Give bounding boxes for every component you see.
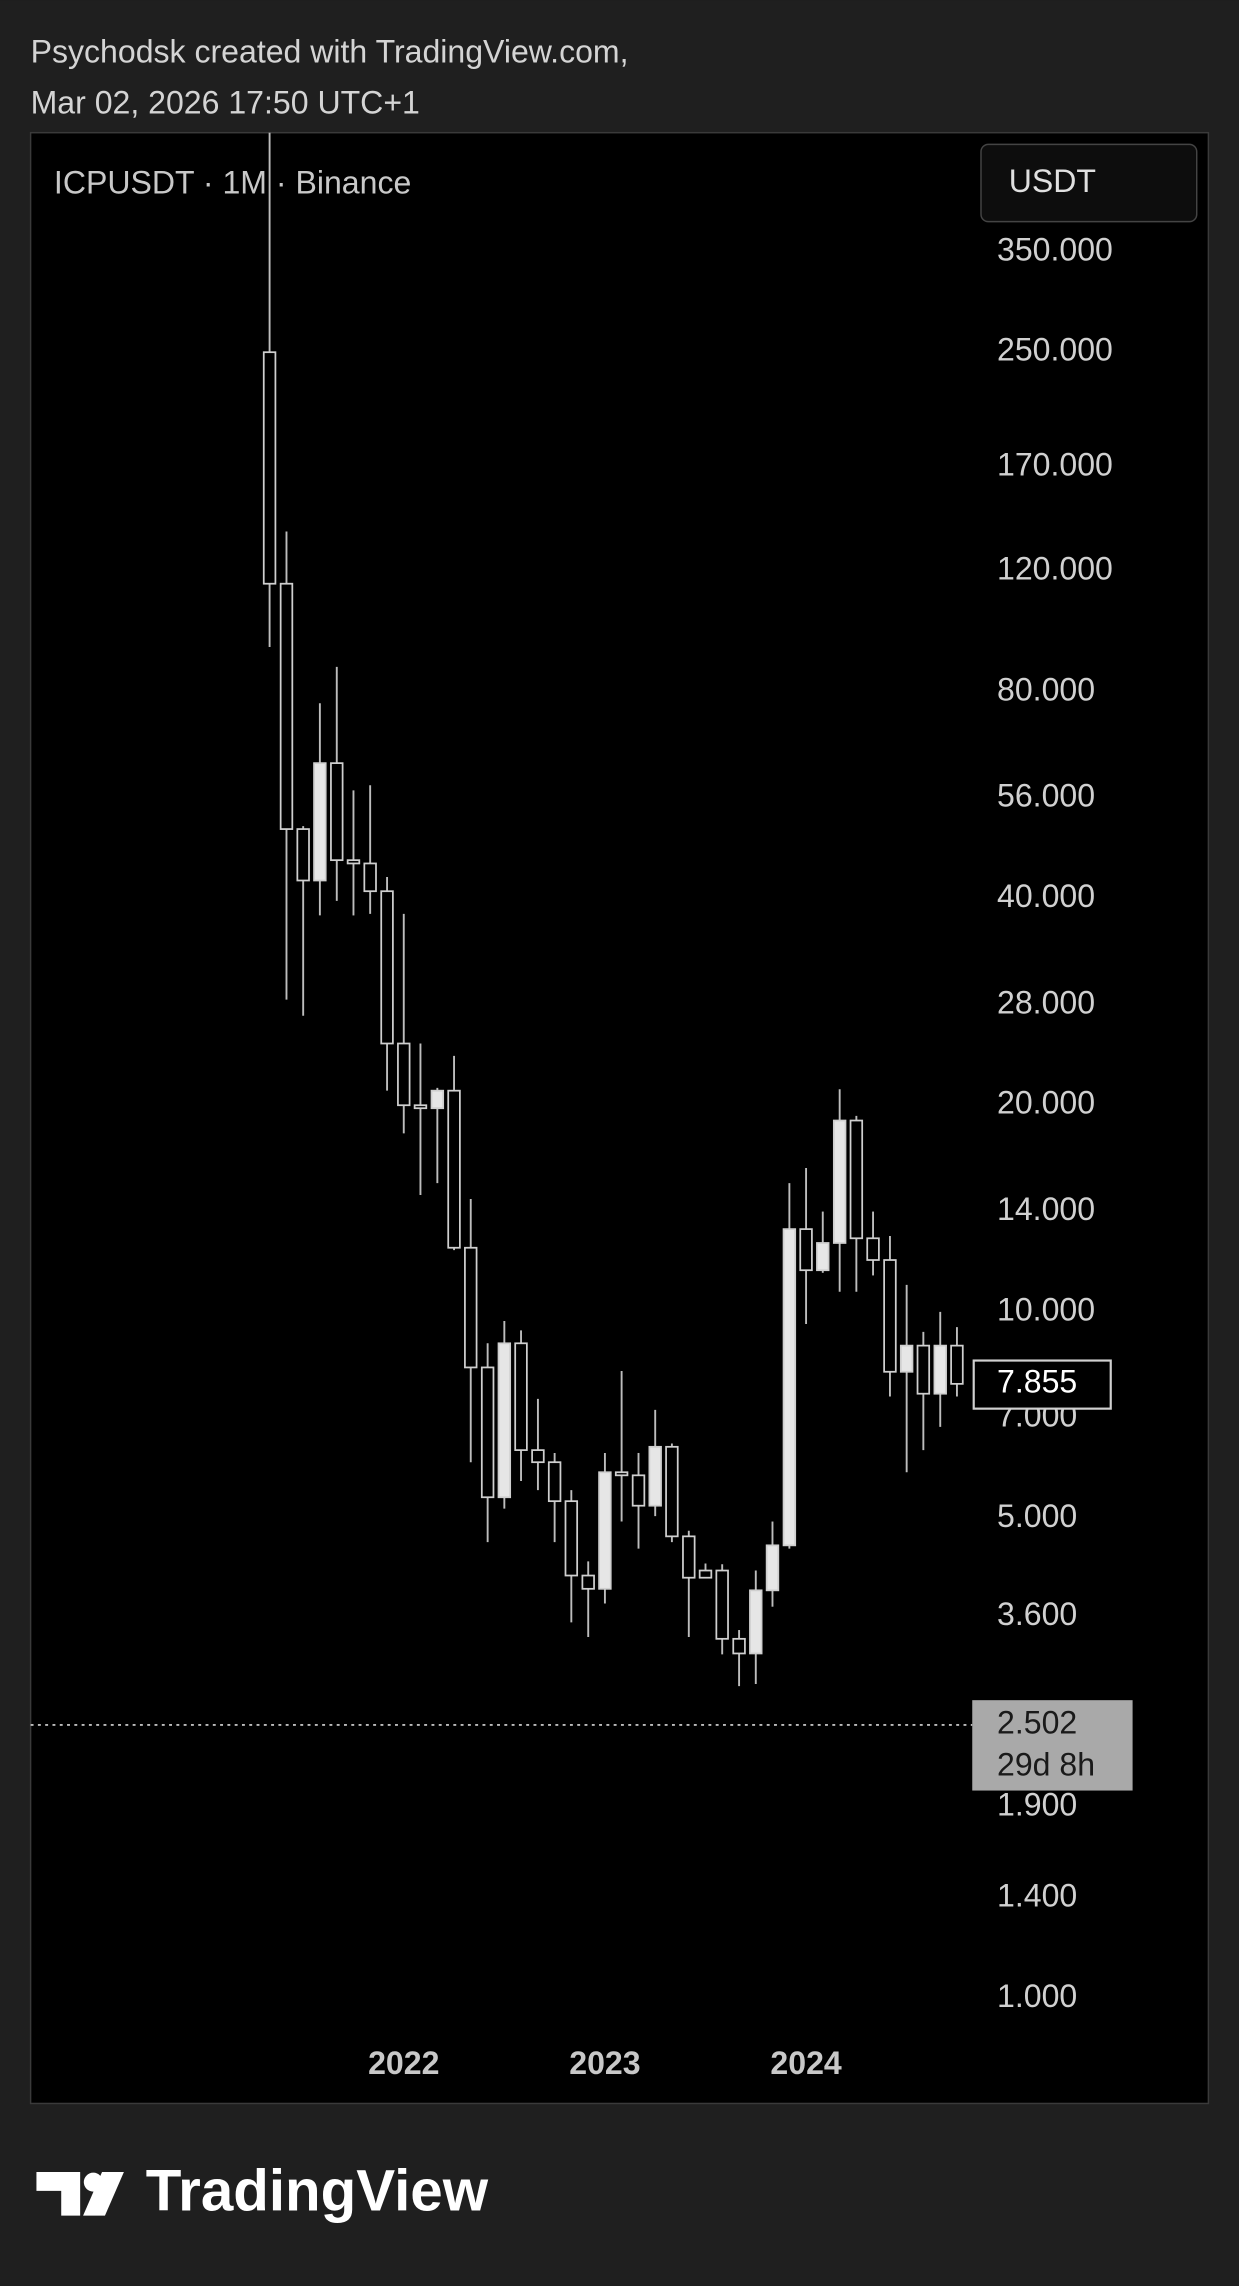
- brand-logo: [36, 2171, 124, 2216]
- y-tick-label: 3.600: [997, 1596, 1077, 1632]
- countdown-label: 29d 8h: [997, 1747, 1095, 1783]
- y-tick-label: 250.000: [997, 332, 1113, 368]
- y-tick-label: 350.000: [997, 231, 1113, 267]
- candle-body: [598, 1471, 612, 1590]
- candle-body: [480, 1366, 495, 1499]
- y-tick-label: 10.000: [997, 1291, 1095, 1327]
- last-price-box: [972, 1359, 1112, 1410]
- candle-body: [749, 1589, 763, 1655]
- candle-body: [380, 890, 394, 1045]
- candles: [262, 132, 964, 1687]
- candle-body: [531, 1449, 545, 1464]
- y-tick-label: 170.000: [997, 447, 1113, 483]
- candle-body: [547, 1461, 562, 1503]
- y-tick-label: 1.900: [997, 1786, 1077, 1822]
- candle-body: [933, 1344, 947, 1395]
- candle-body: [715, 1569, 729, 1640]
- candle-body: [330, 762, 344, 862]
- x-tick-label: 2024: [770, 2045, 841, 2081]
- candle-body: [866, 1237, 880, 1261]
- candle-body: [346, 859, 361, 865]
- header-line: Psychodsk created with TradingView.com,: [31, 33, 629, 69]
- candle-body: [698, 1569, 713, 1579]
- y-tick-label: 120.000: [997, 550, 1113, 586]
- symbol-label: ICPUSDT · 1M · Binance: [54, 165, 411, 201]
- price-line-label: 2.502: [997, 1704, 1077, 1740]
- candle-body: [313, 762, 327, 882]
- last-price-label: 7.855: [997, 1363, 1077, 1399]
- price-line-box: [972, 1700, 1133, 1791]
- y-tick-label: 28.000: [997, 984, 1095, 1020]
- y-tick-label: 14.000: [997, 1191, 1095, 1227]
- candle-body: [581, 1574, 595, 1590]
- y-tick-label: 40.000: [997, 878, 1095, 914]
- y-tick-label: 1.000: [997, 1978, 1077, 2014]
- candle-body: [799, 1228, 813, 1272]
- brand-name: TradingView: [146, 2159, 489, 2224]
- candle-body: [682, 1535, 696, 1579]
- candle-body: [648, 1445, 662, 1507]
- candle-body: [816, 1242, 830, 1272]
- candle-body: [849, 1119, 864, 1240]
- candle-body: [279, 582, 294, 830]
- x-tick-label: 2023: [569, 2045, 640, 2081]
- candle-body: [262, 351, 277, 585]
- y-tick-label: 5.000: [997, 1498, 1077, 1534]
- candle-body: [564, 1500, 579, 1577]
- candle-body: [950, 1344, 964, 1385]
- candle-body: [514, 1342, 528, 1451]
- y-tick-label: 1.400: [997, 1878, 1077, 1914]
- overlay: 350.000 250.000 170.000 120.000 80.000 56.000…: [30, 231, 1133, 2081]
- candle-body: [464, 1246, 478, 1369]
- x-tick-label: 2022: [368, 2045, 439, 2081]
- currency-button[interactable]: [980, 143, 1198, 223]
- y-tick-label: 80.000: [997, 671, 1095, 707]
- candle-body: [665, 1445, 679, 1538]
- candle-body: [631, 1474, 646, 1507]
- candle-body: [413, 1104, 428, 1110]
- header-line: Mar 02, 2026 17:50 UTC+1: [31, 84, 420, 120]
- candle-body: [782, 1228, 797, 1547]
- candle-body: [916, 1344, 931, 1395]
- candle-body: [397, 1042, 411, 1107]
- candle-body: [363, 862, 377, 893]
- candle-body: [497, 1342, 512, 1499]
- candle-body: [883, 1259, 897, 1373]
- y-tick-label: 56.000: [997, 778, 1095, 814]
- candle-body: [732, 1637, 746, 1655]
- y-tick-label: 20.000: [997, 1085, 1095, 1121]
- candle-body: [447, 1089, 461, 1249]
- candle-body: [765, 1544, 780, 1592]
- candle-body: [430, 1089, 445, 1110]
- candle-body: [614, 1471, 629, 1477]
- currency-label: USDT: [1009, 163, 1096, 199]
- candle-body: [832, 1119, 847, 1244]
- candle-body: [296, 828, 310, 882]
- candle-body: [899, 1344, 914, 1373]
